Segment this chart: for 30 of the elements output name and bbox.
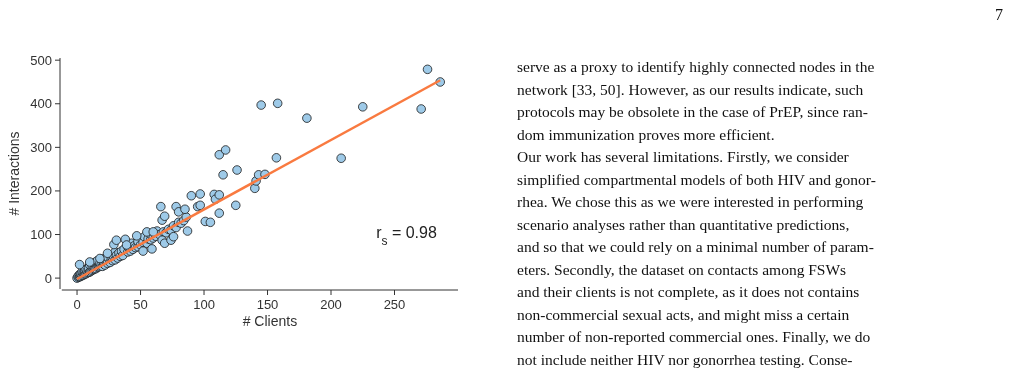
text: not include neither HIV nor gonorrhea testing. Conse- [517, 350, 853, 368]
text: scenario analyses rather than quantitative predictions, [517, 215, 850, 233]
text: dom immunization proves more efficient. [517, 125, 775, 143]
text: non-commercial sexual acts, and might miss a certain [517, 305, 850, 323]
y-tick-label: 200 [30, 183, 52, 199]
x-tick-label: 150 [256, 297, 279, 312]
text: rhea. We chose this as we were interested in performing [517, 193, 864, 210]
text: and their clients is not complete, as it does not contains [517, 283, 860, 300]
y-tick-label: 300 [30, 139, 52, 155]
text: number of non-reported commercial ones. Finally, we do [517, 328, 871, 345]
text: eters. Secondly, the dataset on contacts among FSWs [517, 260, 847, 278]
text: network [33, 50]. However, as our results indicate, such [517, 80, 864, 98]
x-tick-label: 100 [193, 297, 215, 312]
y-tick-label: 500 [30, 52, 52, 68]
x-tick-label: 0 [73, 297, 81, 312]
text: 7 [995, 6, 1003, 23]
annotation: r$_{s}$ = 0.98 [376, 224, 437, 248]
text: protocols may be obsolete in the case of PrEP, since ran- [517, 103, 868, 120]
text: Our work has several limitations. Firstly, we consider [517, 148, 850, 165]
y-axis-title: # Interactions [6, 131, 22, 216]
x-tick-label: 200 [320, 297, 342, 312]
y-tick-label: 0 [44, 270, 52, 286]
x-axis-title: # Clients [242, 313, 298, 329]
text: simplified compartmental models of both HIV and gonor- [517, 170, 876, 188]
y-tick-label: 400 [30, 96, 52, 112]
x-tick-label: 250 [383, 297, 406, 312]
y-tick-label: 100 [30, 227, 52, 243]
text: and so that we could rely on a minimal number of param- [517, 238, 874, 255]
text: serve as a proxy to identify highly connected nodes in the [517, 58, 875, 75]
x-tick-label: 50 [133, 297, 148, 312]
